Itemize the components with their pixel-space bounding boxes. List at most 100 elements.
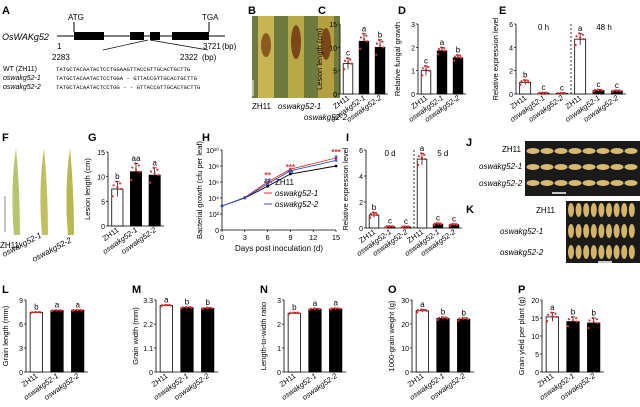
x-tick-label: 0 [220, 233, 224, 242]
bar [159, 305, 173, 373]
bar [329, 308, 343, 373]
panel-letter-e: E [499, 5, 506, 17]
replicate-dot [421, 309, 424, 312]
replicate-dot [443, 49, 447, 52]
pos-end: 3721 [203, 42, 221, 51]
significance-letter: b [378, 30, 383, 39]
significance-letter: b [205, 298, 210, 307]
grain-j [582, 180, 596, 186]
series-point [334, 159, 338, 162]
y-tick-label: 20 [401, 322, 409, 329]
significance-letter: c [404, 217, 408, 226]
series-point [289, 172, 292, 176]
panel-letter-n: N [260, 284, 268, 296]
legend-entry: ZH11 [275, 178, 295, 187]
replicate-dot [440, 46, 443, 49]
series-point [334, 164, 338, 168]
bar [436, 50, 448, 95]
significance-letter: c [452, 214, 456, 223]
y-tick-label: 4 [509, 45, 513, 52]
replicate-dot [407, 225, 411, 229]
stop-codon-label: TGA [202, 13, 219, 22]
y-tick-label: 10 [401, 346, 409, 353]
allele-name-2: oswakg52-2 [3, 84, 41, 91]
significance-letter: a [440, 38, 445, 47]
significance-letter: a [152, 158, 157, 167]
replicate-dot [452, 223, 456, 226]
replicate-dot [615, 89, 618, 92]
replicate-dot [441, 317, 445, 320]
replicate-dot [346, 56, 349, 60]
y-tick-label: 15 [531, 316, 539, 323]
grain-j [526, 164, 540, 170]
allele-seq-2: TATGCTACAATACTCCTGG - - GTTACCGTTGCACTGC… [56, 84, 201, 91]
significance-letter: a [55, 301, 60, 310]
replicate-dot [567, 318, 570, 321]
y-tick-label: 10² [209, 212, 220, 219]
replicate-dot [427, 69, 431, 72]
y-tick-label: 5 [101, 199, 105, 206]
y-tick-label: 10⁸ [208, 164, 219, 171]
replicate-dot [596, 321, 599, 325]
y-tick-label: 2 [277, 322, 281, 329]
significance-letter: a [313, 299, 318, 308]
significance-letter: a [550, 303, 555, 312]
group-label: 0 d [384, 149, 395, 158]
significance-letter: c [424, 57, 428, 66]
y-axis-label: Lesion length (cm) [315, 28, 324, 90]
series-point [334, 156, 338, 160]
legend-entry: oswakg52-2 [275, 200, 319, 209]
replicate-dot [375, 213, 379, 217]
grain-j [610, 180, 624, 186]
grain-row-group-k [568, 203, 635, 259]
y-tick-label: 6 [19, 322, 23, 329]
group-label: 5 d [437, 149, 448, 158]
replicate-dot [440, 48, 444, 52]
y-tick-label: 10 [531, 334, 539, 341]
y-axis-label: Grain yield per plant (g) [517, 296, 526, 375]
y-axis-label: Lesion length (cm) [83, 158, 92, 220]
legend-entry: oswakg52-1 [275, 189, 318, 198]
grain-k [590, 203, 597, 217]
significance-letter: a [420, 300, 425, 309]
replicate-dot [111, 195, 114, 198]
panel-letter-m: M [132, 284, 141, 296]
replicate-dot [289, 311, 292, 314]
y-axis-label: Grain length (mm) [1, 305, 10, 366]
replicate-dot [359, 47, 362, 50]
replicate-dot [570, 315, 574, 319]
replicate-dot [566, 325, 569, 328]
significance-letter: c [597, 80, 601, 89]
y-tick-label: 15 [97, 150, 105, 157]
bar [29, 311, 43, 373]
replicate-dot [575, 35, 578, 38]
replicate-dot [133, 162, 137, 165]
replicate-dot [455, 223, 459, 226]
replicate-dot [346, 61, 350, 64]
gene-name: OsWAKg52 [2, 32, 49, 42]
replicate-dot [362, 38, 366, 41]
replicate-dot [334, 307, 337, 310]
replicate-dot [446, 317, 449, 320]
grain-k [628, 224, 635, 238]
replicate-dot [313, 307, 317, 311]
replicate-dot [420, 152, 423, 155]
allele-name-wt: WT (ZH11) [3, 66, 37, 73]
replicate-dot [526, 79, 529, 82]
series-point [289, 169, 292, 173]
x-tick-label: 3 [243, 233, 247, 242]
grain-j [610, 148, 624, 154]
replicate-dot [546, 320, 549, 323]
grain-j [568, 164, 582, 170]
y-tick-label: 0 [19, 370, 23, 377]
pos-start: 1 [57, 42, 62, 51]
panel-letter-h: H [202, 132, 210, 144]
allele-seq-wt: TATGCTACAATACTCCTGGAAGTTACCGTTGCACTGCTTG [56, 66, 191, 73]
y-tick-label: 5 [535, 352, 539, 359]
y-tick-label: 1 [277, 346, 281, 353]
replicate-dot [424, 68, 428, 71]
replicate-dot [165, 304, 168, 307]
